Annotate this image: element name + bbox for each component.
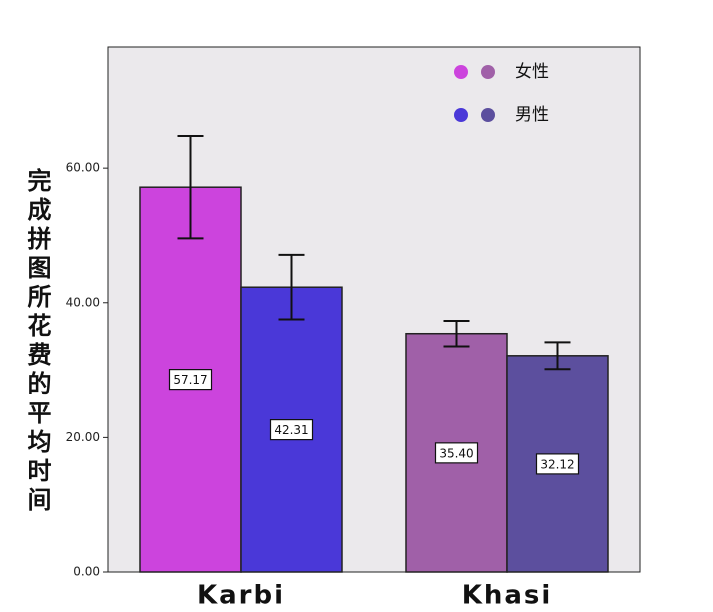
legend-dot: [454, 65, 468, 79]
legend-dot: [481, 108, 495, 122]
y-axis-label: 完成拼图所花费的平均时间: [23, 167, 51, 516]
y-tick-label: 60.00: [66, 161, 100, 175]
value-label-box: [269, 419, 314, 441]
x-tick-label: Khasi: [462, 581, 553, 611]
legend-dot: [481, 65, 495, 79]
x-tick-label: Karbi: [197, 581, 285, 611]
y-tick-label: 0.00: [73, 565, 100, 579]
y-tick-label: 20.00: [66, 430, 100, 444]
value-label: 57.17: [173, 373, 207, 387]
value-label: 32.12: [540, 457, 574, 471]
value-label-box: [535, 453, 580, 475]
y-tick-label: 40.00: [66, 295, 100, 309]
value-label-box: [168, 369, 213, 391]
value-label: 35.40: [439, 446, 473, 460]
value-label: 42.31: [274, 423, 308, 437]
legend-label: 男性: [515, 105, 549, 125]
legend-dot: [454, 108, 468, 122]
legend-label: 女性: [515, 62, 549, 82]
value-label-box: [434, 442, 479, 464]
